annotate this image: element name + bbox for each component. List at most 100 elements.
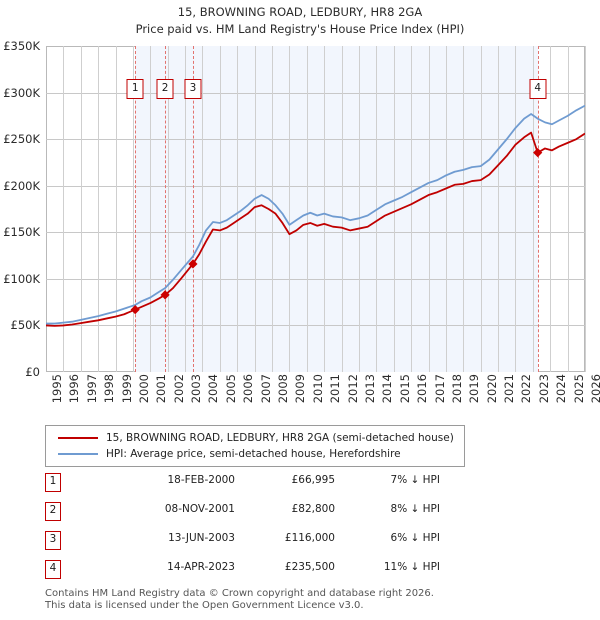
row-index-badge: 2 (45, 502, 61, 521)
x-axis-tick-label: 1998 (102, 374, 117, 404)
x-axis-tick-label: 2010 (310, 374, 325, 404)
x-axis-tick-label: 2016 (415, 374, 430, 404)
x-axis-tick-label: 2015 (397, 374, 412, 404)
x-axis-tick-label: 2024 (554, 374, 569, 404)
gridline-vertical (150, 46, 152, 372)
legend-item-price-paid: 15, BROWNING ROAD, LEDBURY, HR8 2GA (sem… (52, 430, 458, 446)
gridline-vertical (532, 46, 534, 372)
gridline-vertical (272, 46, 274, 372)
sale-period-band (135, 46, 166, 372)
row-index-badge: 1 (45, 473, 61, 492)
x-axis-tick-label: 2005 (223, 374, 238, 404)
sale-marker-box[interactable]: 4 (529, 79, 547, 99)
gridline-vertical (219, 46, 221, 372)
x-axis-tick-label: 2007 (258, 374, 273, 404)
sale-point-marker[interactable] (533, 148, 543, 158)
table-row: 4 14-APR-2023 £235,500 11% ↓ HPI (45, 559, 465, 588)
legend-item-hpi: HPI: Average price, semi-detached house,… (52, 446, 458, 462)
sale-period-band (192, 46, 538, 372)
y-axis-tick-label: £100K (3, 271, 40, 286)
y-axis-tick-label: £250K (3, 132, 40, 147)
page-title: 15, BROWNING ROAD, LEDBURY, HR8 2GA Pric… (0, 4, 600, 38)
x-axis-tick-label: 2012 (345, 374, 360, 404)
chart-legend: 15, BROWNING ROAD, LEDBURY, HR8 2GA (sem… (45, 425, 465, 467)
gridline-vertical (115, 46, 117, 372)
sale-point-marker[interactable] (130, 304, 140, 315)
row-index-badge: 4 (45, 560, 61, 579)
x-axis-tick-label: 2009 (293, 374, 308, 404)
gridline-vertical (306, 46, 308, 372)
gridline-horizontal (46, 185, 585, 187)
sale-event-line (192, 46, 194, 372)
gridline-vertical (254, 46, 256, 372)
sale-marker-box[interactable]: 1 (126, 79, 144, 99)
series-line (46, 131, 585, 327)
sale-event-line (165, 46, 167, 372)
row-index-badge: 3 (45, 531, 61, 550)
sale-marker-box[interactable]: 2 (156, 79, 174, 99)
x-axis-tick-label: 1997 (84, 374, 99, 404)
gridline-horizontal (46, 92, 585, 94)
x-axis-tick-label: 2002 (171, 374, 186, 404)
sale-point-marker[interactable] (188, 259, 198, 269)
x-axis-tick-label: 2013 (362, 374, 377, 404)
gridline-horizontal (46, 325, 585, 327)
gridline-horizontal (46, 139, 585, 141)
transactions-table: 1 18-FEB-2000 £66,995 7% ↓ HPI 2 08-NOV-… (45, 472, 465, 588)
x-axis-tick-label: 1995 (50, 374, 64, 404)
row-date: 14-APR-2023 (167, 561, 235, 573)
row-date: 08-NOV-2001 (164, 503, 235, 515)
row-hpi-delta: 11% ↓ HPI (383, 561, 440, 573)
sale-period-band (165, 46, 193, 372)
row-hpi-delta: 6% ↓ HPI (390, 532, 440, 544)
sale-marker-box[interactable]: 3 (184, 79, 202, 99)
sale-event-line (135, 46, 137, 372)
x-axis-tick-label: 2017 (432, 374, 447, 404)
gridline-vertical (445, 46, 447, 372)
table-row: 1 18-FEB-2000 £66,995 7% ↓ HPI (45, 472, 465, 501)
gridline-vertical (185, 46, 187, 372)
row-date: 18-FEB-2000 (167, 474, 235, 486)
chart-plot-area (46, 46, 586, 372)
row-hpi-delta: 8% ↓ HPI (390, 503, 440, 515)
row-price: £66,995 (291, 474, 335, 486)
footer-attribution: Contains HM Land Registry data © Crown c… (45, 588, 565, 612)
x-axis-tick-label: 2000 (136, 374, 151, 404)
x-axis-labels: 1995 1996 1997 1998 1999 2000 2001 2002 2003 2004… (46, 374, 600, 418)
gridline-vertical (585, 46, 586, 372)
row-date: 13-JUN-2003 (168, 532, 235, 544)
gridline-vertical (63, 46, 65, 372)
gridline-vertical (167, 46, 169, 372)
gridline-vertical (289, 46, 291, 372)
x-axis-tick-label: 2025 (571, 374, 586, 404)
gridline-vertical (567, 46, 569, 372)
y-axis-tick-label: £150K (3, 225, 40, 240)
gridline-vertical (428, 46, 430, 372)
gridline-vertical (550, 46, 552, 372)
gridline-vertical (393, 46, 395, 372)
y-axis-tick-label: £300K (3, 85, 40, 100)
title-line-2: Price paid vs. HM Land Registry's House … (135, 22, 465, 36)
x-axis-tick-label: 2019 (467, 374, 482, 404)
row-hpi-delta: 7% ↓ HPI (390, 474, 440, 486)
gridline-vertical (237, 46, 239, 372)
gridline-vertical (80, 46, 82, 372)
legend-label-price-paid: 15, BROWNING ROAD, LEDBURY, HR8 2GA (sem… (106, 432, 454, 444)
y-axis-tick-label: £350K (3, 39, 40, 53)
table-row: 2 08-NOV-2001 £82,800 8% ↓ HPI (45, 501, 465, 530)
x-axis-tick-label: 2003 (189, 374, 204, 404)
legend-label-hpi: HPI: Average price, semi-detached house,… (106, 448, 401, 460)
footer-line-2: This data is licensed under the Open Gov… (45, 600, 364, 611)
gridline-horizontal (46, 278, 585, 280)
sale-event-line (537, 46, 539, 372)
title-line-1: 15, BROWNING ROAD, LEDBURY, HR8 2GA (177, 5, 423, 19)
series-line (46, 104, 585, 325)
footer-line-1: Contains HM Land Registry data © Crown c… (45, 588, 434, 599)
x-axis-tick-label: 1999 (119, 374, 134, 404)
gridline-vertical (98, 46, 100, 372)
gridline-vertical (463, 46, 465, 372)
gridline-vertical (498, 46, 500, 372)
x-axis-tick-label: 2008 (276, 374, 291, 404)
x-axis-tick-label: 1996 (67, 374, 82, 404)
